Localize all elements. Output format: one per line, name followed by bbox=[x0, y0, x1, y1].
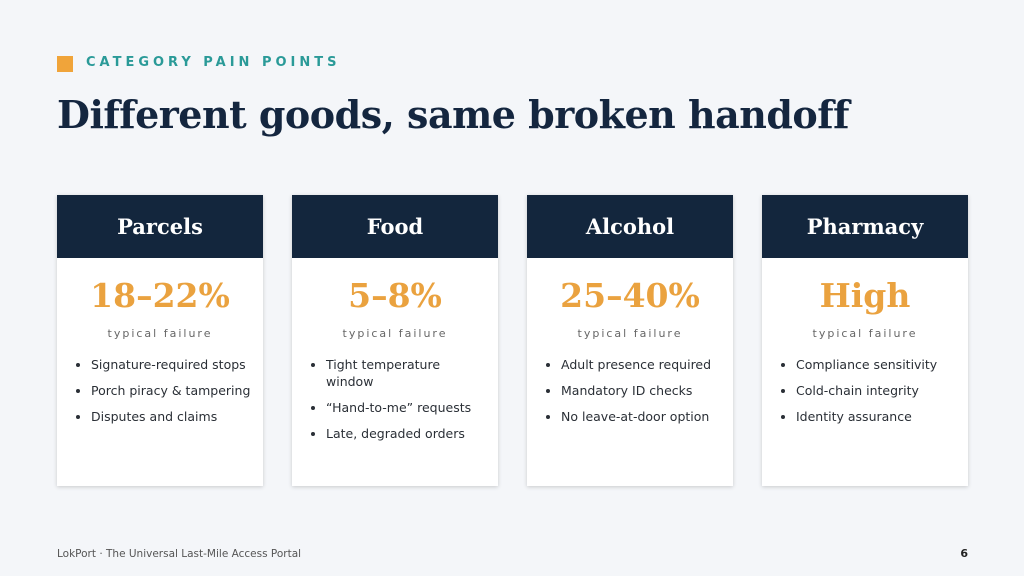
card: Food 5–8% typical failure Tight temperature… bbox=[292, 195, 498, 486]
page-number: 6 bbox=[960, 547, 968, 560]
card: Alcohol 25–40% typical failure Adult presen… bbox=[527, 195, 733, 486]
card-title: Pharmacy bbox=[762, 195, 968, 258]
card-stat: 25–40% bbox=[560, 276, 700, 315]
slide-title: Different goods, same broken handoff bbox=[57, 92, 849, 137]
bullet: Disputes and claims bbox=[91, 408, 253, 425]
bullet: No leave-at-door option bbox=[561, 408, 723, 425]
card-stat: High bbox=[819, 276, 911, 315]
bullet-list: Adult presence required Mandatory ID chec… bbox=[527, 356, 733, 425]
bullet-list: Signature-required stops Porch piracy & t… bbox=[57, 356, 263, 425]
card-stat-label: typical failure bbox=[342, 327, 448, 340]
bullet: Porch piracy & tampering bbox=[91, 382, 253, 399]
card-title: Food bbox=[292, 195, 498, 258]
bullet: Signature-required stops bbox=[91, 356, 253, 373]
card-stat: 18–22% bbox=[90, 276, 230, 315]
bullet: Identity assurance bbox=[796, 408, 958, 425]
card: Pharmacy High typical failure Compliance se… bbox=[762, 195, 968, 486]
bullet: Late, degraded orders bbox=[326, 425, 488, 442]
bullet: Compliance sensitivity bbox=[796, 356, 958, 373]
bullet: Adult presence required bbox=[561, 356, 723, 373]
bullet: Tight temperature window bbox=[326, 356, 488, 390]
card-stat-label: typical failure bbox=[107, 327, 213, 340]
card-stat-label: typical failure bbox=[812, 327, 918, 340]
card-stat-label: typical failure bbox=[577, 327, 683, 340]
card-stat: 5–8% bbox=[348, 276, 442, 315]
eyebrow-marker bbox=[57, 56, 73, 72]
card: Parcels 18–22% typical failure Signature-re… bbox=[57, 195, 263, 486]
footer-text: LokPort · The Universal Last-Mile Access… bbox=[57, 548, 302, 560]
card-title: Parcels bbox=[57, 195, 263, 258]
eyebrow: CATEGORY PAIN POINTS bbox=[86, 55, 341, 70]
bullet: “Hand-to-me” requests bbox=[326, 399, 488, 416]
card-title: Alcohol bbox=[527, 195, 733, 258]
bullet: Cold-chain integrity bbox=[796, 382, 958, 399]
bullet-list: Compliance sensitivity Cold-chain integri… bbox=[762, 356, 968, 425]
bullet: Mandatory ID checks bbox=[561, 382, 723, 399]
bullet-list: Tight temperature window “Hand-to-me” req… bbox=[292, 356, 498, 442]
